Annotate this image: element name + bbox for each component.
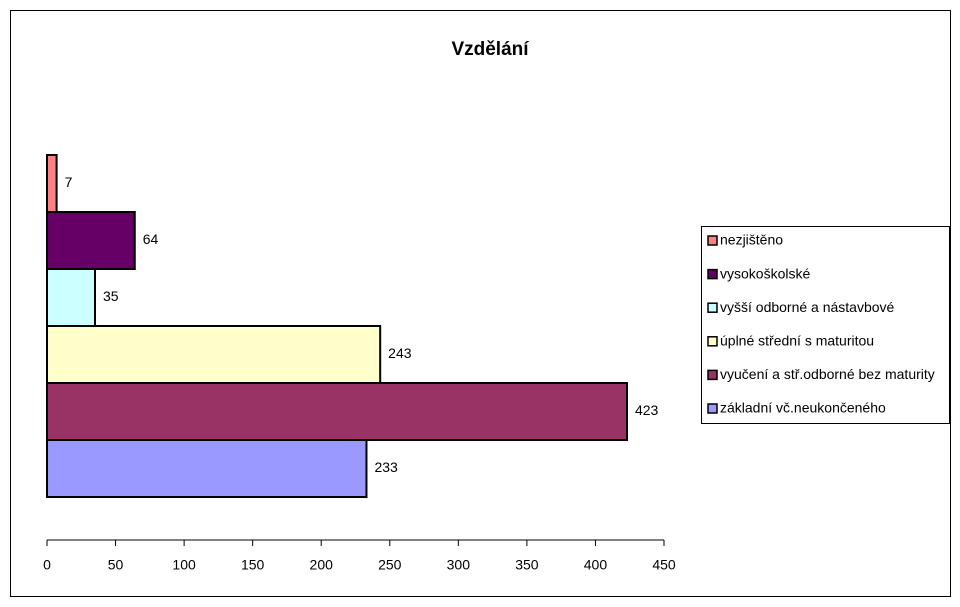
bar [46,154,58,213]
legend-label: vyučení a stř.odborné bez maturity [720,366,935,382]
legend-swatch [707,369,718,381]
data-label: 243 [388,345,412,361]
legend-label: vyšší odborné a nástavbové [720,299,895,315]
legend-swatch [707,336,718,347]
data-label: 35 [103,288,119,304]
x-tick-label: 200 [310,557,334,573]
legend-swatch [707,302,718,313]
x-tick-label: 300 [447,557,471,573]
bar [46,439,368,498]
legend-label: základní vč.neukončeného [720,400,886,416]
data-label: 233 [374,459,398,475]
bar [46,268,96,327]
legend-label: úplné střední s maturitou [720,333,874,349]
x-tick-label: 350 [515,557,539,573]
legend-swatch [707,235,718,246]
data-label: 423 [635,402,659,418]
chart-title: Vzdělání [451,39,529,60]
legend-swatch [707,268,718,280]
legend-label: nezjištěno [720,232,783,248]
bar [46,382,628,441]
x-tick-label: 100 [172,557,196,573]
legend-label: vysokoškolské [720,265,810,281]
bar [46,325,382,384]
data-label: 7 [65,174,73,190]
bar [46,211,136,270]
x-tick-label: 450 [652,557,676,573]
x-tick-label: 50 [108,557,124,573]
data-label: 64 [143,231,159,247]
x-tick-label: 400 [584,557,608,573]
legend-box [701,226,950,424]
x-tick-label: 150 [241,557,265,573]
x-tick-label: 250 [378,557,402,573]
x-tick-label: 0 [43,557,51,573]
legend-swatch [707,403,718,414]
